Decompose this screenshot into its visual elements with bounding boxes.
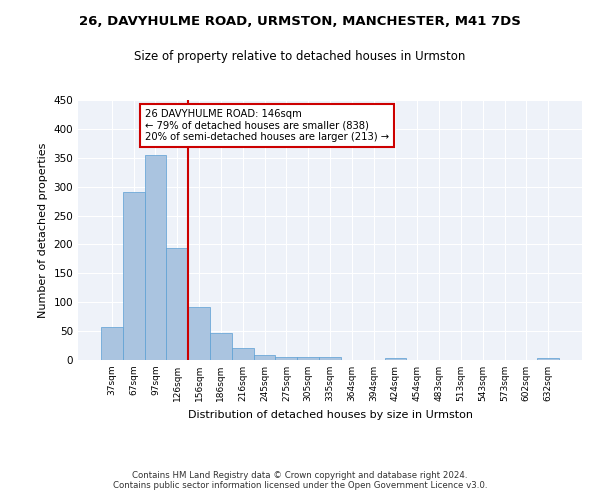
Bar — [319, 357, 341, 360]
Bar — [275, 357, 297, 360]
Bar — [101, 327, 123, 360]
Bar — [123, 192, 145, 360]
Text: 26, DAVYHULME ROAD, URMSTON, MANCHESTER, M41 7DS: 26, DAVYHULME ROAD, URMSTON, MANCHESTER,… — [79, 15, 521, 28]
Bar — [166, 248, 188, 360]
Bar — [537, 358, 559, 360]
Text: 26 DAVYHULME ROAD: 146sqm
← 79% of detached houses are smaller (838)
20% of semi: 26 DAVYHULME ROAD: 146sqm ← 79% of detac… — [145, 108, 389, 142]
Bar — [210, 334, 232, 360]
Bar — [385, 358, 406, 360]
Bar — [297, 357, 319, 360]
Y-axis label: Number of detached properties: Number of detached properties — [38, 142, 48, 318]
X-axis label: Distribution of detached houses by size in Urmston: Distribution of detached houses by size … — [187, 410, 473, 420]
Bar — [145, 155, 166, 360]
Bar — [232, 348, 254, 360]
Bar — [254, 356, 275, 360]
Text: Size of property relative to detached houses in Urmston: Size of property relative to detached ho… — [134, 50, 466, 63]
Bar — [188, 308, 210, 360]
Text: Contains HM Land Registry data © Crown copyright and database right 2024.
Contai: Contains HM Land Registry data © Crown c… — [113, 470, 487, 490]
